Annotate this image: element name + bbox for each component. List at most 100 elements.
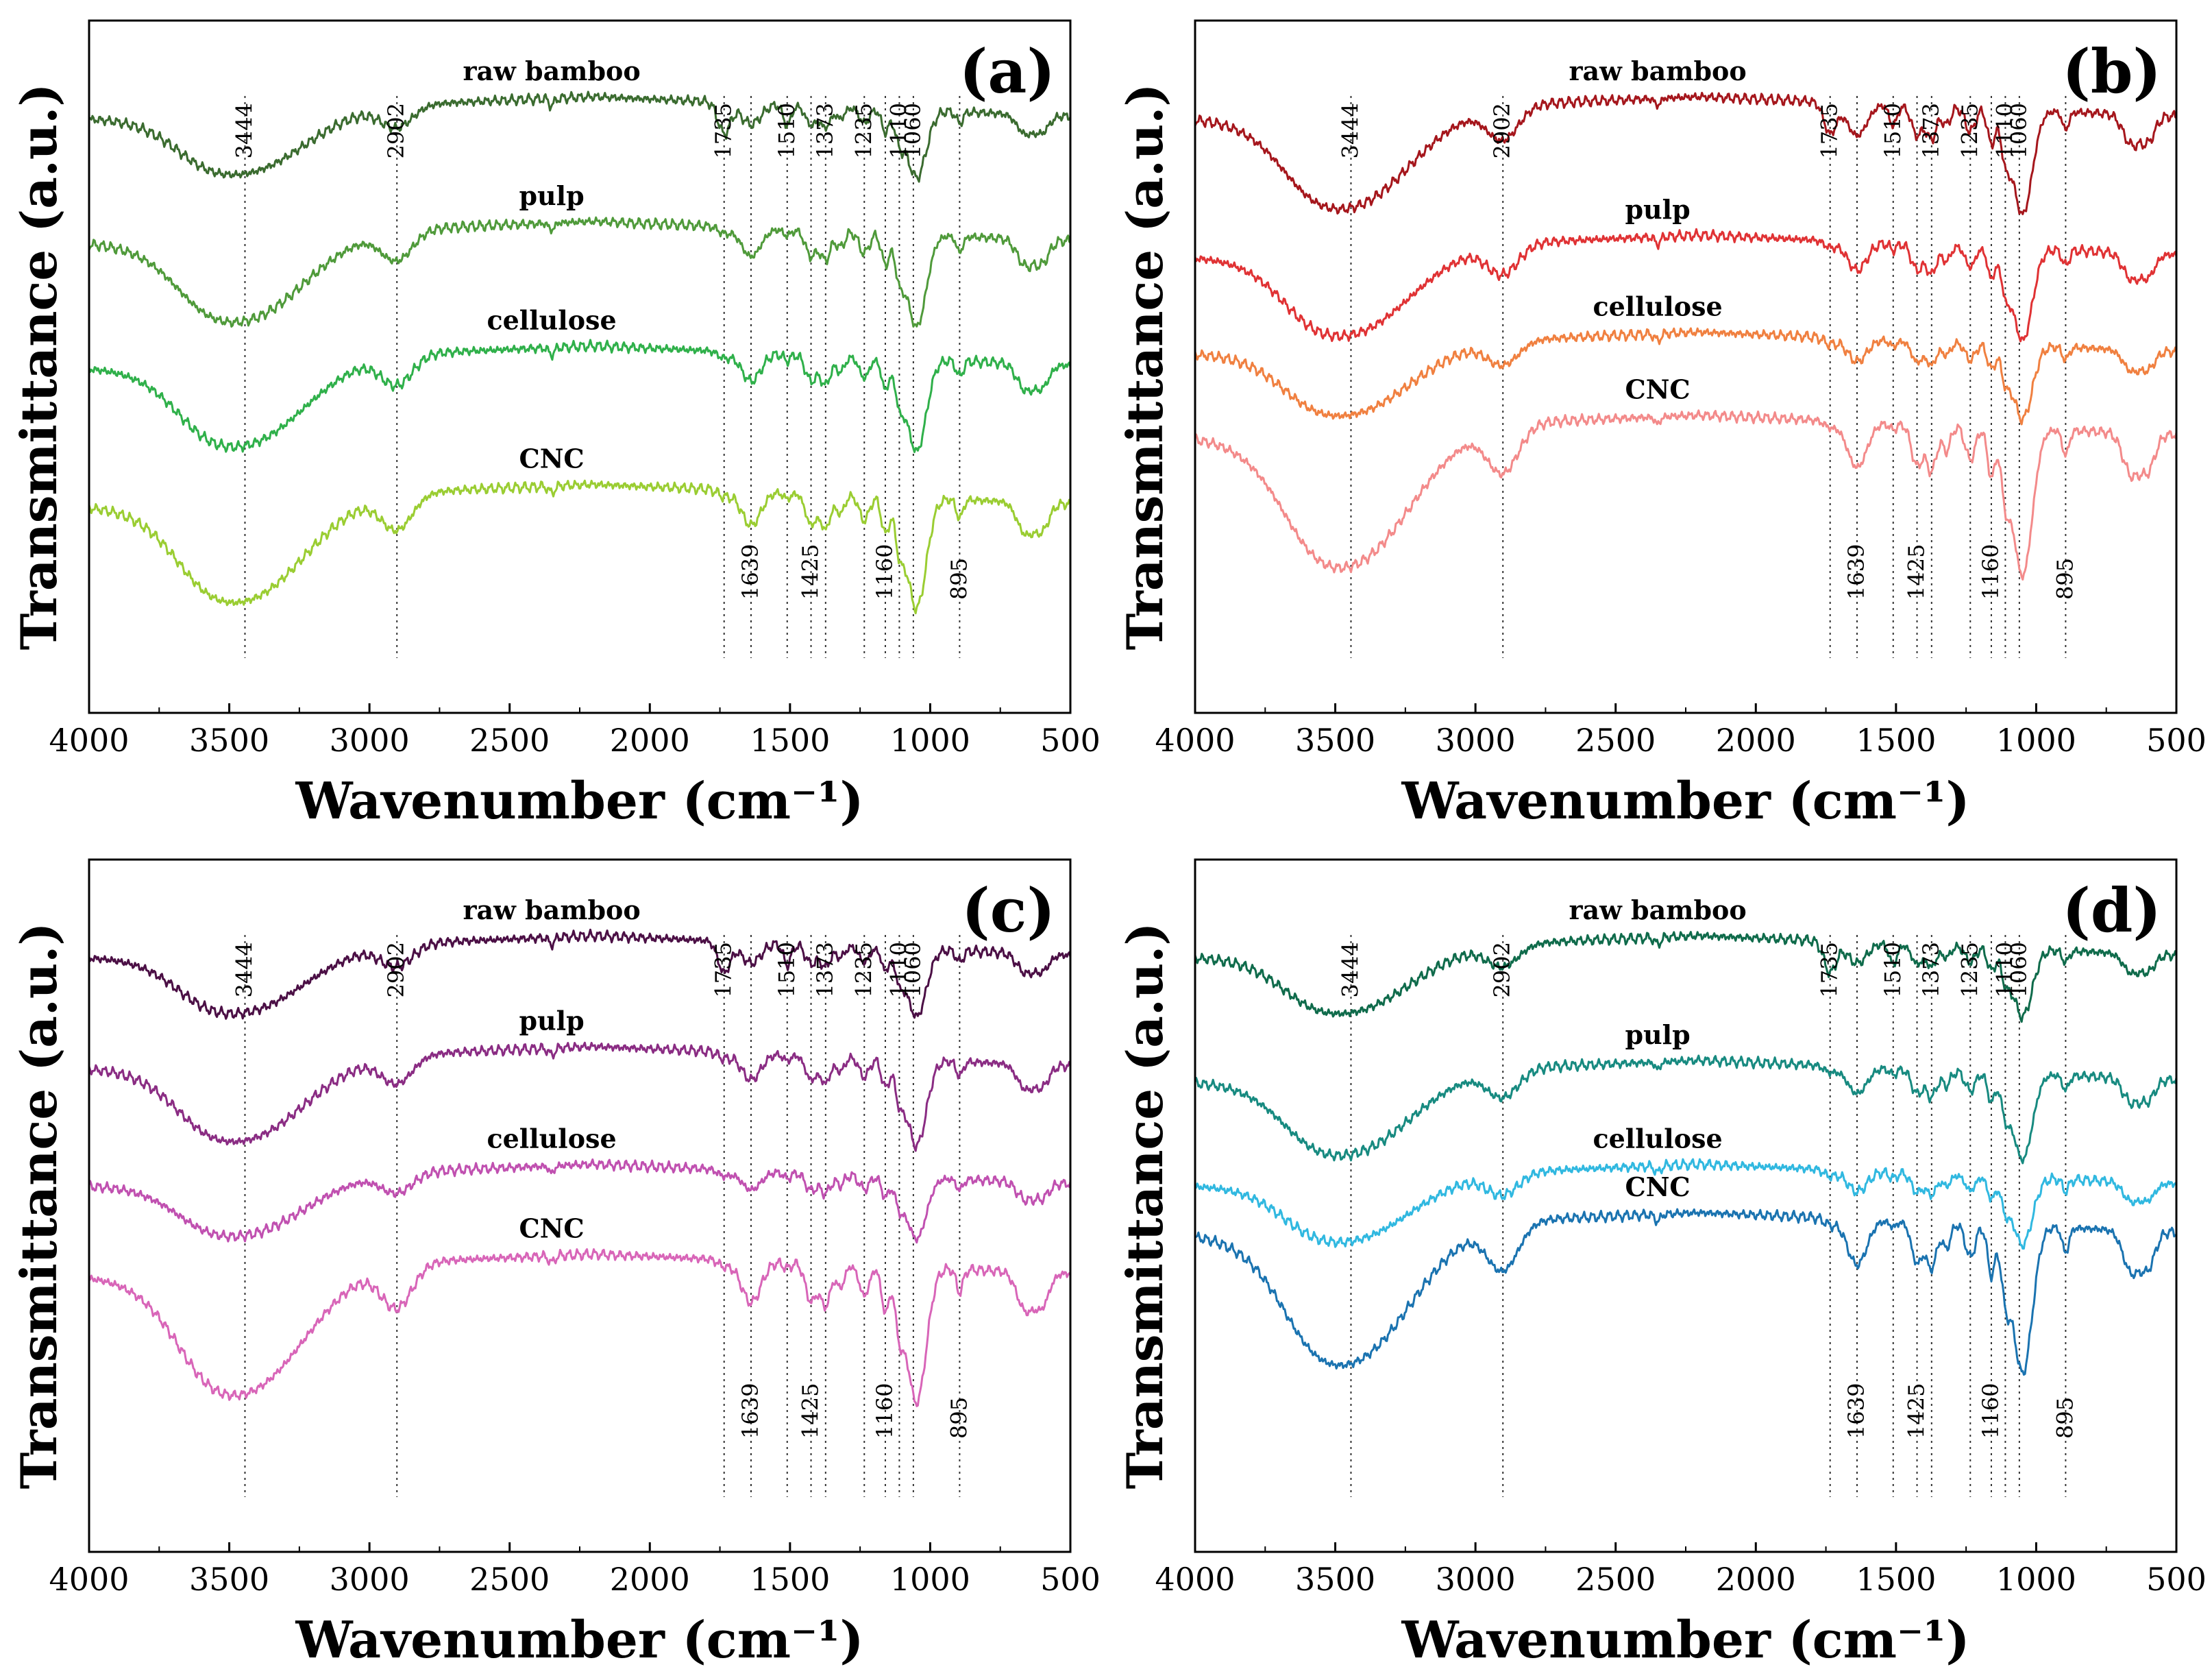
x-tick-label: 4000 (1155, 722, 1235, 759)
x-axis-label: Wavenumber (cm⁻¹) (295, 1611, 863, 1670)
series-label: pulp (519, 1006, 584, 1036)
y-axis-label: Transmittance (a.u.) (10, 923, 68, 1489)
peak-label: 1425 (1904, 544, 1930, 600)
peak-label: 2902 (1489, 942, 1515, 997)
series-label: CNC (1625, 1171, 1690, 1202)
x-tick-label: 500 (1040, 1561, 1101, 1598)
peak-label: 2902 (383, 103, 409, 158)
x-tick-label: 2000 (1716, 722, 1796, 759)
x-axis-label: Wavenumber (cm⁻¹) (295, 772, 863, 831)
spectrum-line (1194, 1054, 2178, 1165)
x-tick-label: 2500 (1575, 722, 1656, 759)
x-tick-label: 3000 (330, 1561, 410, 1598)
x-tick-label: 2500 (1575, 1561, 1656, 1598)
peak-label: 1060 (2006, 942, 2032, 997)
peak-label: 1060 (900, 942, 926, 997)
peak-label: 1639 (1843, 544, 1869, 600)
peak-label: 1235 (1956, 942, 1982, 997)
x-tick-label: 1000 (1996, 1561, 2076, 1598)
series-labels: raw bamboo pulp cellulose CNC (1569, 895, 1746, 1202)
x-tick-label: 1000 (1996, 722, 2076, 759)
spectrum-line (88, 1158, 1072, 1244)
x-axis-label: Wavenumber (cm⁻¹) (1401, 772, 1969, 831)
peak-label: 1160 (1978, 1383, 2004, 1439)
series-label: cellulose (1593, 1123, 1722, 1154)
peak-label: 1425 (798, 1383, 824, 1439)
peak-label: 1639 (1843, 1383, 1869, 1439)
x-axis-label: Wavenumber (cm⁻¹) (1401, 1611, 1969, 1670)
peak-label: 1425 (798, 544, 824, 600)
peak-label: 3444 (1337, 103, 1363, 158)
spectrum-line (1194, 1158, 2178, 1250)
peak-label: 1510 (774, 942, 800, 997)
x-tick-label: 500 (2146, 722, 2207, 759)
x-tick-label: 3500 (189, 722, 269, 759)
series-label: CNC (1625, 374, 1690, 405)
y-axis-label: Transmittance (a.u.) (1116, 923, 1174, 1489)
peak-label: 3444 (231, 942, 257, 997)
spectrum-line (88, 216, 1072, 328)
spectra (88, 928, 1072, 1407)
peak-label: 1735 (711, 942, 737, 997)
spectra (1194, 931, 2178, 1376)
series-label: raw bamboo (1569, 56, 1746, 86)
ftir-chart-svg: 4000 3500 3000 2500 2000 1500 1000 500 raw bamb… (1116, 858, 2207, 1670)
peak-label: 1373 (1918, 103, 1944, 158)
spectrum-line (1194, 327, 2177, 426)
peak-label: 1510 (774, 103, 800, 158)
x-axis-ticks: 4000 3500 3000 2500 2000 1500 1000 500 (1155, 1542, 2207, 1598)
peak-label: 895 (946, 1397, 972, 1439)
x-tick-label: 1500 (1856, 1561, 1936, 1598)
peak-label: 1160 (872, 544, 898, 600)
chart-panel-c: 4000 3500 3000 2500 2000 1500 1000 500 raw bamb… (0, 839, 1106, 1678)
x-tick-label: 1000 (890, 722, 970, 759)
x-axis-ticks: 4000 3500 3000 2500 2000 1500 1000 500 (49, 703, 1101, 759)
x-tick-label: 1500 (750, 722, 830, 759)
guide-lines (1350, 96, 2067, 658)
y-axis-label: Transmittance (a.u.) (10, 84, 68, 650)
x-tick-label: 500 (1040, 722, 1101, 759)
series-label: CNC (519, 1213, 584, 1244)
peak-label: 1373 (812, 942, 838, 997)
peak-label: 895 (2052, 558, 2078, 600)
series-label: CNC (519, 443, 584, 474)
peak-label: 1235 (850, 103, 876, 158)
x-tick-label: 3500 (1295, 1561, 1375, 1598)
peak-label: 1060 (900, 103, 926, 158)
spectrum-line (88, 90, 1072, 183)
x-tick-label: 3000 (1436, 1561, 1516, 1598)
chart-panel-a: 4000 3500 3000 2500 2000 1500 1000 500 raw bamb… (0, 0, 1106, 839)
peak-label: 1735 (1817, 103, 1843, 158)
series-label: pulp (1625, 1019, 1690, 1050)
series-labels: raw bamboo pulp cellulose CNC (463, 56, 640, 474)
peak-label: 2902 (383, 942, 409, 997)
x-tick-label: 2000 (610, 722, 690, 759)
series-label: raw bamboo (463, 895, 640, 925)
panel-label: (a) (959, 36, 1055, 107)
peak-label: 1510 (1880, 103, 1906, 158)
series-label: pulp (519, 180, 584, 211)
series-label: cellulose (487, 1123, 616, 1154)
peak-label: 1425 (1904, 1383, 1930, 1439)
spectra (1194, 91, 2178, 581)
peak-label: 1373 (1918, 942, 1944, 997)
x-tick-label: 3000 (330, 722, 410, 759)
spectrum-line (1194, 931, 2177, 1023)
peak-label: 1110 (885, 942, 911, 997)
x-tick-label: 1500 (1856, 722, 1936, 759)
guide-lines (244, 935, 961, 1497)
peak-label: 1160 (1978, 544, 2004, 600)
x-tick-label: 4000 (49, 722, 129, 759)
peak-label: 1110 (885, 103, 911, 158)
peak-label: 1373 (812, 103, 838, 158)
series-labels: raw bamboo pulp cellulose CNC (463, 895, 640, 1244)
ftir-chart-svg: 4000 3500 3000 2500 2000 1500 1000 500 raw bamb… (1116, 19, 2207, 831)
spectra (88, 90, 1072, 615)
peak-label: 1235 (1956, 103, 1982, 158)
y-axis-label: Transmittance (a.u.) (1116, 84, 1174, 650)
spectrum-line (88, 339, 1072, 453)
series-label: cellulose (1593, 291, 1722, 321)
x-tick-label: 2500 (469, 722, 550, 759)
peak-label: 1235 (850, 942, 876, 997)
